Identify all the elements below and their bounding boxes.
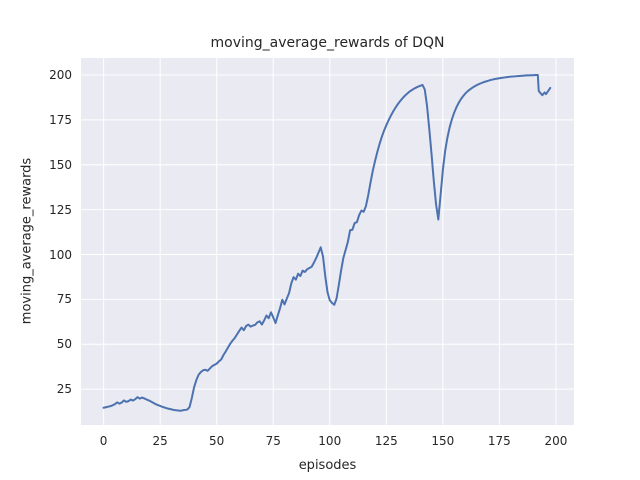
x-tick-label: 175 xyxy=(487,434,511,448)
x-tick-label: 75 xyxy=(265,434,281,448)
y-tick-label: 200 xyxy=(49,68,72,83)
y-tick-label: 50 xyxy=(56,337,72,352)
y-tick-label: 125 xyxy=(49,202,72,217)
data-line xyxy=(102,74,552,412)
x-axis-label: episodes xyxy=(298,458,357,473)
x-tick-label: 125 xyxy=(374,434,398,448)
x-tick-label: 0 xyxy=(99,434,108,448)
y-tick-label: 25 xyxy=(56,382,72,397)
plot-background xyxy=(81,58,574,425)
x-tick-label: 150 xyxy=(431,434,455,448)
x-tick-label: 25 xyxy=(152,434,168,448)
y-tick-label: 150 xyxy=(49,157,72,172)
y-tick-label: 100 xyxy=(49,247,72,262)
y-tick-label: 75 xyxy=(56,292,72,307)
x-tick-label: 50 xyxy=(209,434,225,448)
y-tick-label: 175 xyxy=(49,112,72,127)
x-tick-label: 100 xyxy=(318,434,342,448)
chart-title: moving_average_rewards of DQN xyxy=(210,35,445,51)
x-tick-label: 200 xyxy=(544,434,568,448)
